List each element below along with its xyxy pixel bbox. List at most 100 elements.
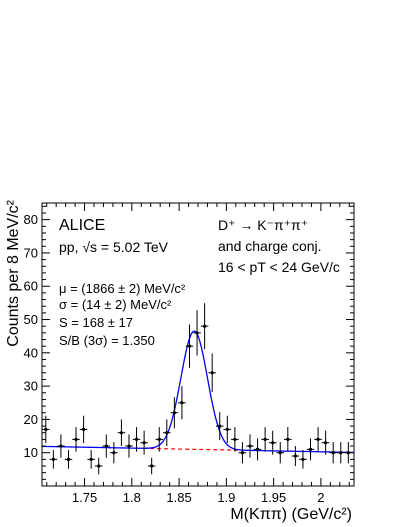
data-point-marker [286,437,290,441]
sigma-label: σ = (14 ± 2) MeV/c² [59,297,172,312]
data-point [321,430,330,455]
y-axis-label: Counts per 8 MeV/c² [5,199,22,346]
data-point-marker [104,444,108,448]
data-point [336,442,345,464]
data-point [185,324,194,368]
data-point [215,412,224,441]
data-point [132,427,141,452]
x-tick-label: 1.8 [123,490,141,505]
data-point [94,457,103,475]
mu-label: μ = (1866 ± 2) MeV/c² [59,281,186,296]
data-point [140,430,148,455]
x-tick-label: 1.95 [261,490,286,505]
data-point-marker [127,444,131,448]
data-point-marker [59,444,63,448]
background-curve [143,447,238,451]
data-point [299,450,307,469]
y-tick-label: 50 [24,312,38,327]
data-point [223,415,232,444]
data-point [193,310,201,356]
data-point [42,415,50,444]
data-point-marker [44,427,48,431]
data-point-marker [112,451,116,455]
x-tick-label: 1.85 [166,490,191,505]
data-point [276,442,285,464]
y-tick-label: 20 [24,412,38,427]
data-point-marker [82,427,86,431]
data-point [170,397,179,429]
data-point [87,450,95,469]
data-point-marker [331,451,335,455]
data-point [117,419,126,447]
data-point [238,442,247,464]
charge-conj-label: and charge conj. [218,238,322,254]
data-point-marker [240,451,245,455]
data-point-marker [51,457,55,461]
data-point [208,353,216,393]
data-point [102,434,111,458]
data-point-marker [218,424,222,428]
data-point-marker [165,431,169,435]
data-point [64,450,73,469]
data-point-marker [308,447,313,451]
data-point-marker [97,464,101,468]
data-point-marker [210,371,214,375]
y-tick-label: 70 [24,245,38,260]
data-point-marker [150,464,154,468]
y-axis-ticks: 10 20 30 40 50 60 70 80 [24,205,354,480]
data-point-marker [271,441,275,445]
collision-system-label: pp, √s = 5.02 TeV [59,239,169,255]
data-point [57,434,65,458]
data-point-marker [142,441,146,445]
data-point [253,438,262,461]
data-point-marker [339,451,343,455]
data-point-marker [225,427,229,431]
data-point [72,427,80,452]
data-point-marker [255,447,260,451]
data-point-marker [172,411,176,415]
data-point-marker [195,331,199,335]
x-tick-label: 2 [317,490,324,505]
data-point [125,434,133,458]
data-point-marker [263,437,267,441]
data-point [314,427,322,452]
data-point-marker [301,457,305,461]
data-point-marker [66,457,71,461]
data-point [200,303,209,350]
sb-label: S/B (3σ) = 1.350 [59,333,155,348]
data-point-marker [89,457,93,461]
data-point [231,427,239,452]
data-point [49,450,58,469]
y-tick-label: 40 [24,345,38,360]
data-point [110,442,118,464]
data-point-marker [157,437,161,441]
pt-range-label: 16 < pT < 24 GeV/c [218,259,340,275]
data-point [306,438,315,461]
data-point-marker [203,324,207,328]
background-curve-group [143,447,238,451]
data-point-marker [278,451,282,455]
data-point-marker [248,444,252,448]
y-tick-label: 60 [24,279,38,294]
data-point-marker [119,431,124,435]
data-point [155,427,164,452]
data-point [268,430,277,455]
data-point-marker [293,454,297,458]
data-point-marker [324,441,328,445]
data-point-marker [316,437,320,441]
data-point [163,419,171,447]
data-point-marker [187,344,192,348]
x-tick-label: 1.9 [217,490,235,505]
fit-curve [41,330,355,454]
data-point [329,442,337,464]
data-point-marker [134,437,139,441]
fit-curve-group [41,330,355,454]
data-point [79,415,88,444]
y-tick-label: 10 [24,445,38,460]
y-tick-label: 30 [24,379,38,394]
data-point [261,427,269,452]
data-point-marker [180,401,184,405]
data-point-marker [233,437,237,441]
x-tick-label: 1.75 [72,490,97,505]
